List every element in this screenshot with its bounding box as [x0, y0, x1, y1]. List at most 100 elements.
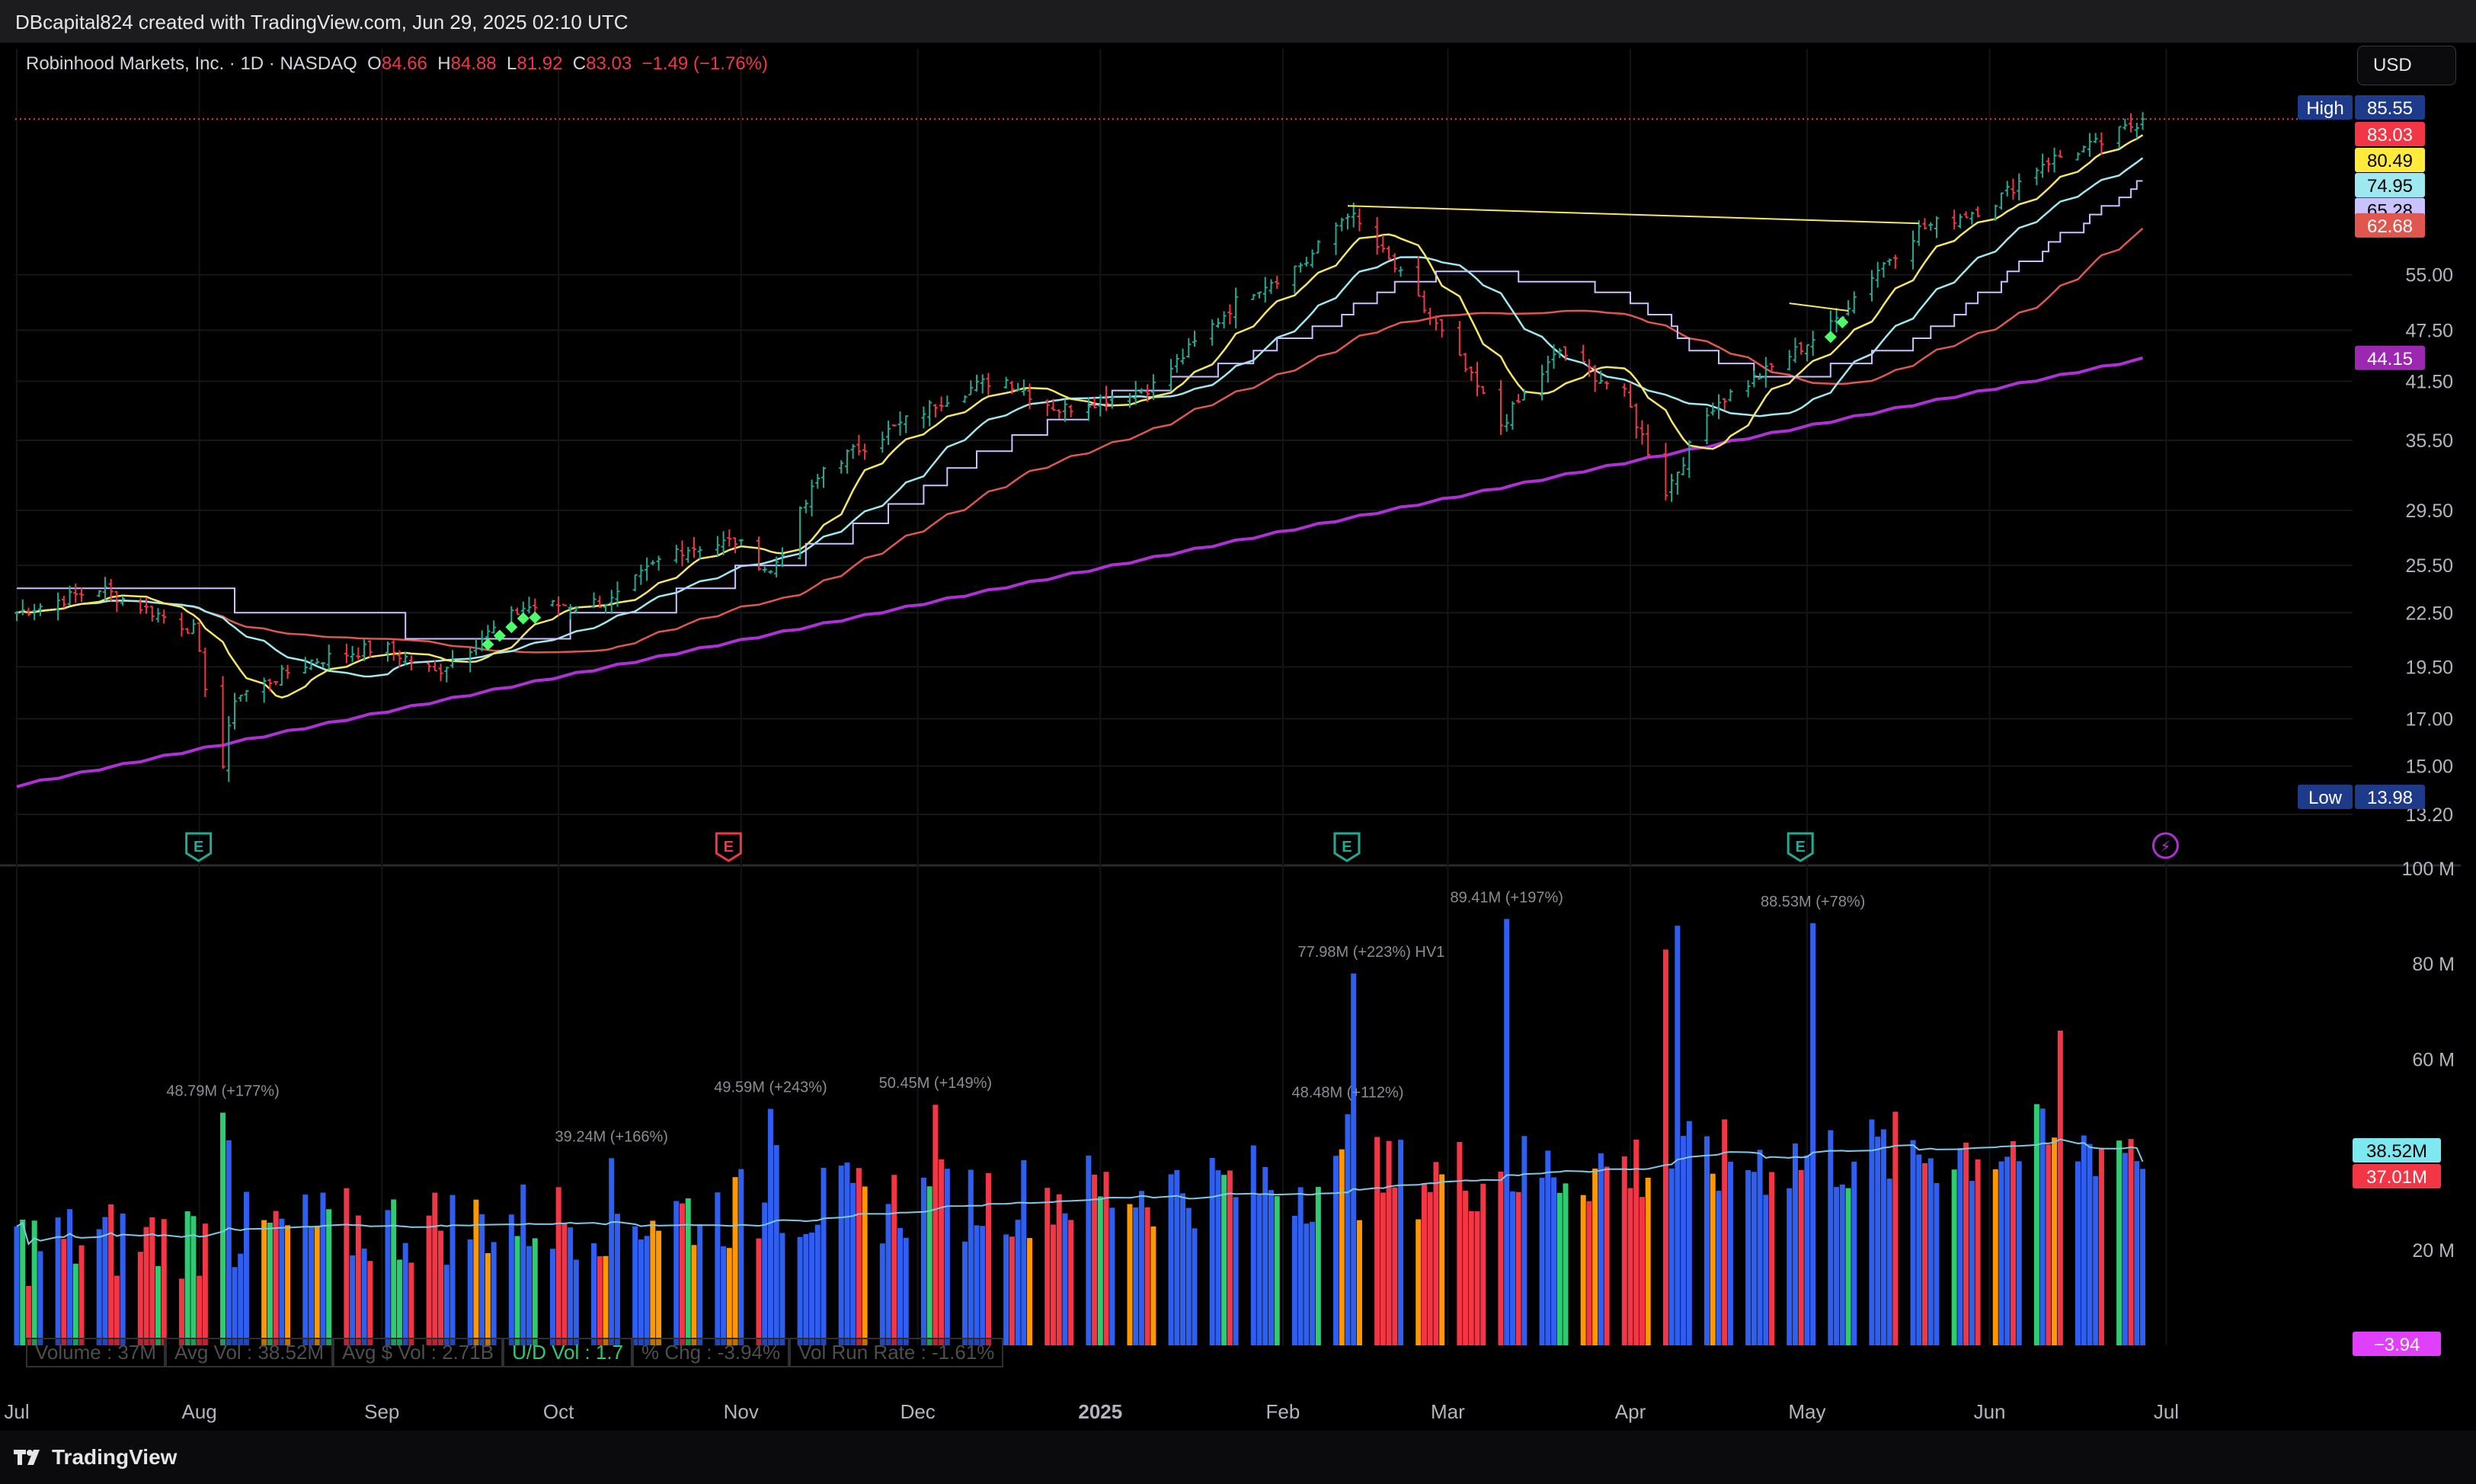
resistance-trendline: [1347, 205, 1919, 225]
volume-bar: [573, 1259, 579, 1345]
volume-bar: [1250, 1145, 1256, 1345]
volume-bar: [1639, 1197, 1645, 1345]
volume-bar: [632, 1226, 638, 1345]
volume-bar: [2052, 1137, 2058, 1345]
volume-bar: [1351, 973, 1357, 1345]
volume-annotation: 77.98M (+223%) HV1: [1297, 944, 1444, 961]
price-tick-label: 35.50: [2405, 430, 2453, 452]
candles: [14, 112, 2145, 782]
tradingview-logo[interactable]: TradingView: [14, 1444, 177, 1470]
price-tick-label: 19.50: [2405, 657, 2453, 678]
currency-selector[interactable]: USD: [2357, 46, 2456, 85]
volume-bar: [1310, 1221, 1316, 1345]
volume-bar: [485, 1252, 491, 1345]
volume-label-value: −3.94: [2374, 1335, 2420, 1355]
volume-label-box: [2353, 1164, 2441, 1188]
volume-bar: [220, 1112, 226, 1345]
volume-bar: [697, 1224, 703, 1345]
volume-bar: [1433, 1162, 1439, 1345]
volume-bar: [1086, 1155, 1092, 1345]
ma-purple-line: [16, 356, 2144, 788]
price-label-box: [2355, 95, 2425, 120]
volume-bar: [1498, 1171, 1504, 1345]
volume-bar: [184, 1211, 190, 1345]
volume-bar: [1633, 1139, 1639, 1345]
volume-bar: [1185, 1207, 1192, 1345]
price-label: 13.98 Low: [2298, 785, 2425, 809]
volume-bar: [20, 1219, 26, 1345]
volume-bar: [715, 1192, 721, 1345]
volume-bar: [1627, 1188, 1633, 1345]
volume-bar: [1851, 1161, 1857, 1345]
time-tick-label: Nov: [724, 1400, 759, 1423]
volume-bar: [1845, 1188, 1851, 1345]
volume-bar: [1963, 1142, 1969, 1345]
volume-bar: [238, 1253, 244, 1345]
volume-bar: [1027, 1238, 1033, 1345]
volume-bar: [1380, 1192, 1386, 1345]
volume-bar: [1875, 1137, 1881, 1345]
volume-bar: [1398, 1140, 1404, 1345]
volume-bar: [178, 1278, 184, 1345]
symbol-name[interactable]: Robinhood Markets, Inc. · 1D · NASDAQ: [26, 53, 357, 74]
high-value: 84.88: [450, 53, 497, 74]
volume-label: 38.52M: [2353, 1138, 2441, 1163]
price-tick-label: 41.50: [2405, 371, 2453, 392]
volume-bar: [1015, 1220, 1021, 1345]
volume-bar: [650, 1220, 656, 1345]
price-label-box: [2355, 173, 2425, 197]
volume-bar: [1604, 1166, 1610, 1345]
volume-bar: [614, 1214, 620, 1345]
volume-bar: [391, 1199, 397, 1345]
volume-stat: Volume : 37M: [26, 1338, 165, 1367]
volume-bar: [1563, 1183, 1569, 1345]
volume-bar: [597, 1256, 603, 1345]
price-tick-label: 22.50: [2405, 603, 2453, 624]
volume-bar: [1681, 1136, 1687, 1345]
volume-bar: [1168, 1174, 1174, 1345]
ma-lavender-line: [17, 180, 2143, 640]
volume-bar: [1416, 1219, 1422, 1345]
volume-bar: [61, 1239, 67, 1345]
volume-annotation: 39.24M (+166%): [555, 1128, 668, 1145]
volume-bar: [1009, 1236, 1015, 1345]
volume-bar: [685, 1198, 691, 1345]
volume-bar: [55, 1217, 61, 1345]
volume-annotation: 48.48M (+112%): [1292, 1085, 1404, 1102]
volume-bar: [1092, 1174, 1098, 1345]
volume-bar: [803, 1233, 809, 1345]
volume-bar: [2098, 1147, 2104, 1345]
volume-bar: [856, 1168, 862, 1345]
volume-bar: [1103, 1172, 1109, 1345]
volume-bar: [1109, 1207, 1115, 1345]
earnings-marker: E: [1787, 832, 1814, 862]
volume-bar: [408, 1262, 414, 1345]
volume-bar: [1922, 1163, 1928, 1345]
volume-bar: [962, 1241, 968, 1345]
volume-bar: [1221, 1175, 1227, 1345]
volume-bar: [797, 1236, 803, 1345]
volume-bar: [1869, 1119, 1875, 1345]
volume-bar: [1468, 1211, 1474, 1345]
volume-bar: [1828, 1130, 1834, 1345]
chart-canvas[interactable]: 55.00 47.50 41.50 35.50 29.50 25.50 22.50 19.50…: [0, 43, 2476, 1431]
price-axis: 55.00 47.50 41.50 35.50 29.50 25.50 22.50 19.50…: [2405, 265, 2453, 826]
signal-markers: [481, 315, 1849, 651]
volume-bar: [891, 1175, 897, 1345]
volume-bar: [738, 1169, 744, 1345]
volume-bar: [1645, 1178, 1651, 1345]
volume-bar: [2075, 1161, 2081, 1345]
volume-bar: [226, 1140, 232, 1345]
price-label-box: [2355, 345, 2425, 370]
volume-bar: [1374, 1137, 1380, 1345]
volume-bar: [850, 1182, 856, 1345]
volume-bar: [1892, 1111, 1899, 1345]
volume-bar: [137, 1252, 143, 1345]
volume-bar: [609, 1158, 615, 1345]
volume-bar: [2004, 1156, 2011, 1345]
volume-bar: [721, 1246, 727, 1345]
volume-bar: [691, 1245, 697, 1345]
volume-bar: [314, 1225, 320, 1345]
volume-bar: [1180, 1193, 1186, 1345]
volume-bar: [980, 1226, 986, 1345]
